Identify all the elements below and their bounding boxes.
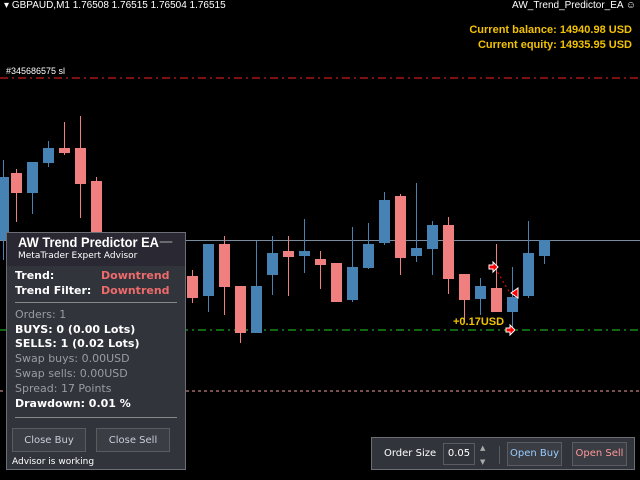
profit-label: +0.17USD	[453, 316, 505, 328]
ea-panel: AW Trend Predictor EA MetaTrader Expert …	[6, 232, 186, 470]
candle-body	[91, 181, 102, 260]
trend-row: Trend: Downtrend	[15, 269, 185, 283]
candle-body	[491, 288, 502, 312]
candle-body	[315, 259, 326, 265]
candle-body	[507, 297, 518, 312]
candle-body	[427, 225, 438, 249]
order-size-input[interactable]: 0.05	[443, 443, 475, 465]
candle-body	[523, 253, 534, 296]
open-sell-button[interactable]: Open Sell	[572, 442, 627, 466]
divider	[15, 302, 177, 303]
candle-body	[363, 244, 374, 268]
smiley-icon: ☺	[625, 0, 636, 11]
candle-body	[203, 244, 214, 296]
panel-header[interactable]: AW Trend Predictor EA MetaTrader Expert …	[7, 233, 185, 266]
swap-sells: Swap sells: 0.00USD	[15, 367, 128, 380]
candle-body	[251, 286, 262, 333]
open-buy-button[interactable]: Open Buy	[507, 442, 562, 466]
divider	[499, 446, 500, 464]
candle-body	[0, 177, 9, 240]
trend-filter-value: Downtrend	[101, 284, 170, 297]
candle-body	[75, 148, 86, 184]
candle-body	[219, 244, 230, 287]
increase-arrow-icon[interactable]: ▲	[480, 444, 486, 452]
candle-body	[267, 253, 278, 275]
order-bar: Order Size 0.05 ▲ ▼ Open Buy Open Sell	[371, 437, 635, 470]
current-balance: Current balance: 14940.98 USD	[469, 24, 632, 36]
order-size-label: Order Size	[384, 448, 437, 459]
trend-label: Trend:	[15, 269, 55, 282]
advisor-status: Advisor is working	[12, 457, 95, 467]
decrease-arrow-icon[interactable]: ▼	[480, 458, 486, 466]
orders: Orders: 1	[15, 308, 67, 321]
candle-body	[11, 173, 22, 193]
sell-arrow-icon	[505, 323, 516, 337]
buys: BUYS: 0 (0.00 Lots)	[15, 323, 136, 336]
candle-body	[187, 276, 198, 298]
candle-body	[459, 274, 470, 300]
swap-buys: Swap buys: 0.00USD	[15, 352, 130, 365]
divider	[15, 417, 177, 418]
candle-body	[283, 251, 294, 257]
panel-title: AW Trend Predictor EA	[18, 234, 159, 250]
symbol-text: GBPAUD,M1 1.76508 1.76515 1.76504 1.7651…	[11, 0, 226, 11]
minimize-button[interactable]: —	[159, 234, 173, 250]
candle-body	[235, 286, 246, 333]
trend-filter-row: Trend Filter: Downtrend	[15, 284, 185, 298]
panel-subtitle: MetaTrader Expert Advisor	[18, 251, 138, 261]
candle-body	[331, 263, 342, 302]
ea-name: AW_Trend_Predictor_EA ☺	[512, 0, 636, 12]
candle-body	[347, 267, 358, 300]
candle-body	[43, 148, 54, 163]
sell-arrow-icon	[488, 260, 499, 274]
ea-name-text: AW_Trend_Predictor_EA	[512, 0, 623, 11]
spread: Spread: 17 Points	[15, 382, 112, 395]
candle-body	[443, 225, 454, 279]
stop-loss-label: #345686575 sl	[6, 66, 66, 76]
candle-body	[411, 248, 422, 256]
candle-body	[27, 162, 38, 193]
close-buy-button[interactable]: Close Buy	[12, 428, 86, 452]
close-arrow-icon	[510, 287, 519, 299]
candle-body	[299, 251, 310, 256]
candle-body	[539, 240, 550, 256]
candle-body	[59, 148, 70, 153]
symbol-info: ▾ GBPAUD,M1 1.76508 1.76515 1.76504 1.76…	[4, 0, 226, 11]
current-equity: Current equity: 14935.95 USD	[477, 39, 632, 51]
trend-value: Downtrend	[101, 269, 170, 282]
candle-body	[395, 196, 406, 258]
close-sell-button[interactable]: Close Sell	[96, 428, 170, 452]
trend-filter-label: Trend Filter:	[15, 284, 92, 297]
drawdown: Drawdown: 0.01 %	[15, 397, 131, 410]
candle-body	[475, 286, 486, 299]
candle-body	[379, 200, 390, 243]
sells: SELLS: 1 (0.02 Lots)	[15, 337, 140, 350]
